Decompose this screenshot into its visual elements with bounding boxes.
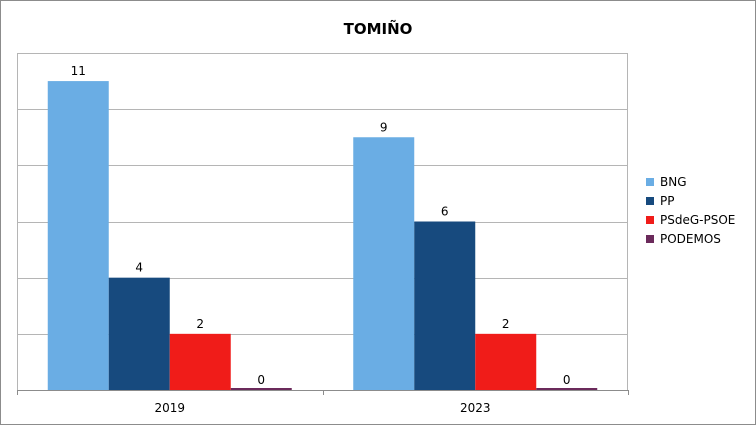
legend-label: BNG xyxy=(660,175,687,189)
bar-pp-2019 xyxy=(108,277,170,390)
data-label: 6 xyxy=(441,205,449,219)
bar-psdeg-psoe-2019 xyxy=(169,333,231,390)
legend: BNG PP PSdeG-PSOE PODEMOS xyxy=(646,175,735,246)
data-label: 2 xyxy=(196,317,204,331)
x-tick-label: 2019 xyxy=(154,401,185,415)
chart-title: TOMIÑO xyxy=(344,19,413,38)
bar-bng-2019 xyxy=(47,81,109,390)
data-label: 9 xyxy=(380,120,388,134)
bar-pp-2023 xyxy=(414,221,476,390)
bar-podemos-2023 xyxy=(536,388,598,390)
data-labels: 11 4 2 0 9 6 2 0 xyxy=(71,64,571,387)
x-axis: 2019 2023 xyxy=(17,390,629,415)
legend-swatch xyxy=(646,178,654,186)
legend-label: PODEMOS xyxy=(660,232,721,246)
bars xyxy=(47,81,598,390)
data-label: 4 xyxy=(135,261,143,275)
legend-swatch xyxy=(646,235,654,243)
data-label: 0 xyxy=(257,373,265,387)
legend-swatch xyxy=(646,197,654,205)
legend-swatch xyxy=(646,216,654,224)
data-label: 11 xyxy=(71,64,86,78)
data-label: 2 xyxy=(502,317,510,331)
bar-podemos-2019 xyxy=(230,388,292,390)
data-label: 0 xyxy=(563,373,571,387)
legend-label: PP xyxy=(660,194,674,208)
bar-bng-2023 xyxy=(353,137,415,390)
bar-psdeg-psoe-2023 xyxy=(475,333,537,390)
legend-label: PSdeG-PSOE xyxy=(660,213,735,227)
x-tick-label: 2023 xyxy=(460,401,491,415)
